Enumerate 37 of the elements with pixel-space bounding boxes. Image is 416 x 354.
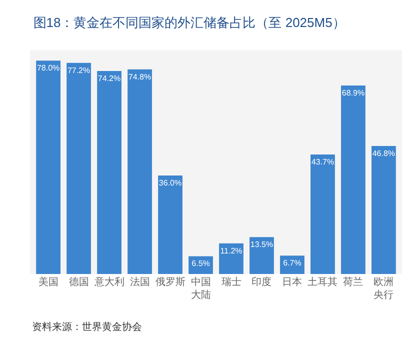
data-label: 13.5%: [250, 240, 274, 250]
x-tick-label: 土耳其: [308, 274, 338, 288]
data-label: 11.2%: [220, 246, 242, 256]
x-tick-label: 俄罗斯: [155, 274, 186, 288]
data-label: 74.2%: [98, 74, 121, 84]
bar: [310, 154, 335, 274]
data-label: 36.0%: [158, 178, 182, 188]
bar: [128, 69, 152, 274]
x-tick-label: 德国: [68, 274, 89, 288]
x-tick-label: 荷兰: [343, 274, 364, 288]
x-tick-label: 美国: [38, 274, 58, 288]
x-tick-label: 中国大陆: [190, 274, 211, 301]
bar: [372, 146, 396, 274]
bar: [341, 86, 366, 274]
data-label: 68.9%: [342, 88, 365, 98]
data-label: 6.7%: [283, 258, 302, 268]
bar: [219, 243, 244, 274]
data-label: 43.7%: [311, 157, 334, 166]
data-label: 6.5%: [192, 259, 210, 268]
data-label: 77.2%: [67, 66, 90, 75]
chart-title: 图18：黄金在不同国家的外汇储备占比（至 2025M5）: [33, 14, 346, 30]
data-label: 74.8%: [128, 72, 152, 82]
bar: [36, 60, 60, 274]
x-tick-label: 意大利: [93, 274, 124, 288]
bar: [250, 237, 274, 274]
x-tick-label: 印度: [252, 274, 272, 288]
data-label: 46.8%: [372, 149, 396, 158]
bar: [158, 176, 182, 274]
x-tick-label: 法国: [130, 274, 150, 288]
x-tick-label: 瑞士: [221, 274, 242, 288]
bar: [280, 256, 304, 274]
bar: [97, 71, 122, 274]
x-tick-label: 欧洲央行: [374, 274, 394, 301]
x-tick-label: 日本: [282, 274, 302, 288]
text: 资料来源：世界黄金协会: [32, 321, 142, 333]
data-label: 78.0%: [36, 64, 60, 73]
bar: [66, 62, 91, 274]
